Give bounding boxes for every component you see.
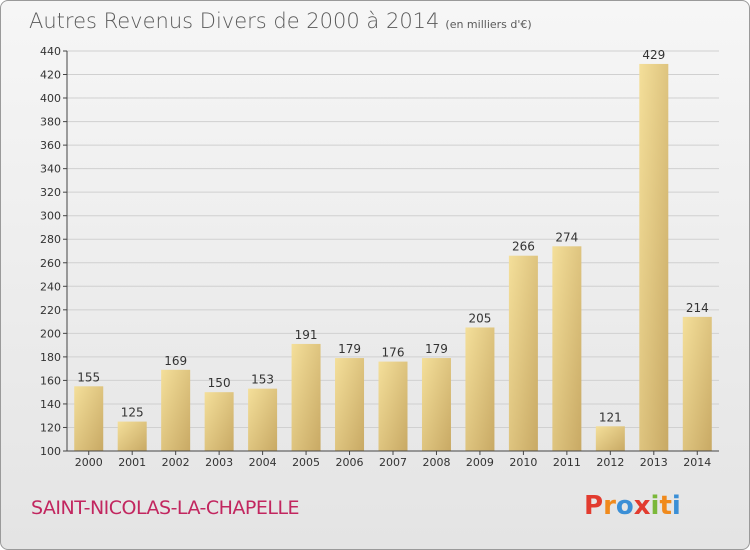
logo-letter: x [633, 491, 651, 521]
y-tick-label: 420 [40, 69, 61, 82]
y-tick-label: 380 [40, 116, 61, 129]
x-tick-label: 2008 [422, 456, 450, 469]
bar [161, 369, 191, 451]
chart-title: Autres Revenus Divers de 2000 à 2014 [29, 9, 440, 33]
y-tick-label: 300 [40, 210, 61, 223]
bar-value-label: 205 [468, 311, 491, 325]
commune-name: SAINT-NICOLAS-LA-CHAPELLE [31, 497, 300, 519]
y-tick-label: 240 [40, 280, 61, 293]
bar [291, 343, 321, 451]
bar [421, 358, 451, 451]
bar-value-label: 266 [512, 240, 535, 254]
bar [682, 316, 712, 451]
bar-value-label: 155 [77, 370, 100, 384]
bar-layer: 155 125 169 150 153 191 179 176 179 205 266 274 121 4… [74, 48, 712, 452]
x-tick-label: 2002 [162, 456, 190, 469]
y-tick-label: 320 [40, 186, 61, 199]
bar-value-label: 429 [642, 48, 665, 62]
y-tick-label: 160 [40, 374, 61, 387]
bar-value-label: 214 [686, 301, 709, 315]
x-tick-label: 2006 [336, 456, 364, 469]
y-tick-label: 140 [40, 398, 61, 411]
x-tick-label: 2009 [466, 456, 494, 469]
y-tick-label: 360 [40, 139, 61, 152]
x-tick-label: 2010 [509, 456, 537, 469]
bar-value-label: 125 [121, 406, 144, 420]
logo-letter: o [615, 491, 634, 521]
bar [465, 327, 495, 451]
bar-value-label: 274 [555, 230, 578, 244]
bar-value-label: 169 [164, 354, 187, 368]
bar [378, 361, 408, 451]
logo-letter: r [603, 491, 616, 521]
y-tick-label: 200 [40, 327, 61, 340]
bar [117, 421, 147, 451]
bar [74, 386, 104, 451]
y-tick-label: 340 [40, 163, 61, 176]
bar-value-label: 150 [208, 376, 231, 390]
y-tick-label: 260 [40, 257, 61, 270]
axis-layer: 100 120 140 160 180 200 220 240 260 280 300 320 340 3… [40, 45, 719, 469]
x-tick-label: 2004 [249, 456, 277, 469]
bar-value-label: 153 [251, 373, 274, 387]
bar-value-label: 191 [295, 328, 318, 342]
y-tick-label: 180 [40, 351, 61, 364]
x-tick-label: 2001 [118, 456, 146, 469]
bar [248, 388, 278, 451]
proxiti-logo: Proxiti [584, 491, 681, 521]
logo-letter: t [659, 491, 672, 521]
x-tick-label: 2014 [683, 456, 711, 469]
bar [552, 246, 582, 451]
bar [335, 358, 365, 451]
bar-value-label: 176 [382, 346, 405, 360]
x-tick-label: 2013 [640, 456, 668, 469]
x-tick-label: 2007 [379, 456, 407, 469]
bar-value-label: 121 [599, 410, 622, 424]
y-tick-label: 280 [40, 233, 61, 246]
bar-value-label: 179 [338, 342, 361, 356]
y-tick-label: 400 [40, 92, 61, 105]
bar [639, 63, 669, 452]
logo-letter: P [584, 491, 604, 521]
bar [204, 392, 234, 451]
bar [595, 426, 625, 451]
chart-unit: (en milliers d'€) [445, 18, 532, 31]
bar-value-label: 179 [425, 342, 448, 356]
logo-letter: i [650, 491, 660, 521]
x-tick-label: 2012 [596, 456, 624, 469]
x-tick-label: 2011 [553, 456, 581, 469]
y-tick-label: 220 [40, 304, 61, 317]
chart-title-row: Autres Revenus Divers de 2000 à 2014 (en … [29, 9, 532, 33]
y-tick-label: 100 [40, 445, 61, 458]
y-tick-label: 440 [40, 45, 61, 58]
x-tick-label: 2000 [75, 456, 103, 469]
y-tick-label: 120 [40, 421, 61, 434]
bar [508, 255, 538, 451]
logo-letter: i [671, 491, 681, 521]
x-tick-label: 2005 [292, 456, 320, 469]
x-tick-label: 2003 [205, 456, 233, 469]
